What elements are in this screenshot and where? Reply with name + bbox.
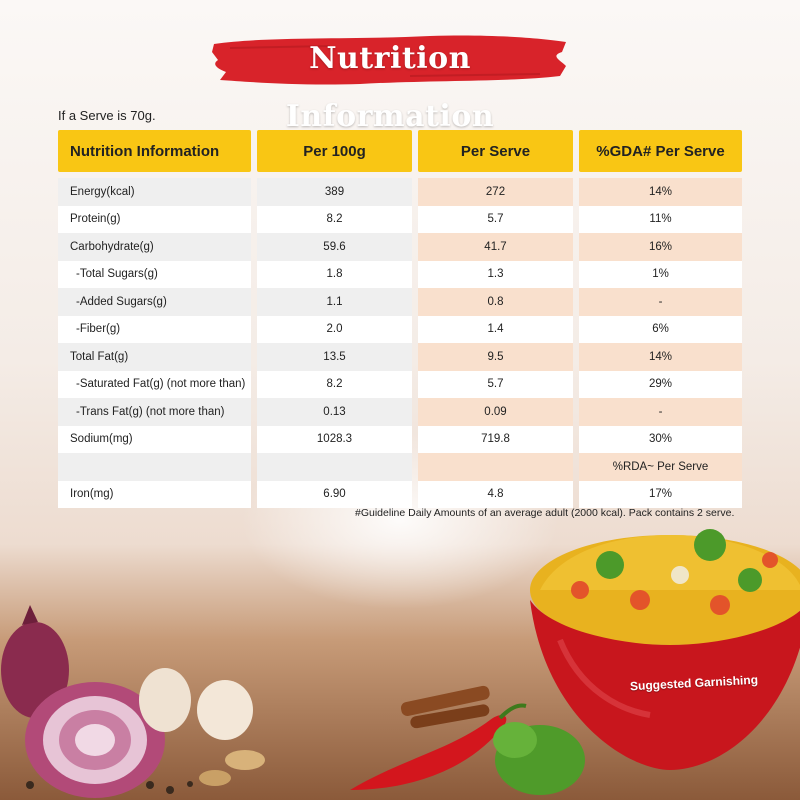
table-row: Total Fat(g) 13.5 9.5 14%	[58, 343, 748, 371]
red-onion-back	[1, 622, 69, 718]
table-row: Iron(mg) 6.90 4.8 17%	[58, 480, 748, 508]
chili-icon	[350, 715, 507, 790]
per-serve-value	[418, 453, 573, 481]
header-per-100g: Per 100g	[257, 130, 412, 172]
per-serve-value: 9.5	[418, 343, 573, 371]
gda-value: %RDA~ Per Serve	[579, 453, 742, 481]
header-nutrition: Nutrition Information	[58, 130, 251, 172]
footnote: #Guideline Daily Amounts of an average a…	[355, 507, 735, 519]
gda-value: 29%	[579, 370, 742, 398]
nutrient-name: Sodium(mg)	[58, 425, 251, 453]
per-100g-value: 0.13	[257, 398, 412, 426]
nutrient-name: -Added Sugars(g)	[58, 288, 251, 316]
per-100g-value: 59.6	[257, 233, 412, 261]
per-serve-value: 0.8	[418, 288, 573, 316]
per-serve-value: 1.4	[418, 315, 573, 343]
nutrition-table: Nutrition Information Per 100g Per Serve…	[58, 130, 748, 508]
per-serve-value: 5.7	[418, 370, 573, 398]
per-serve-value: 5.7	[418, 205, 573, 233]
nutrient-name: -Saturated Fat(g) (not more than)	[58, 370, 251, 398]
gda-value: 14%	[579, 178, 742, 206]
nutrient-name: -Trans Fat(g) (not more than)	[58, 398, 251, 426]
garlic-icon	[139, 668, 191, 732]
table-row: Sodium(mg) 1028.3 719.8 30%	[58, 425, 748, 453]
per-100g-value: 389	[257, 178, 412, 206]
title-banner: Nutrition Information	[210, 30, 570, 134]
per-100g-value: 1028.3	[257, 425, 412, 453]
per-100g-value: 8.2	[257, 370, 412, 398]
gda-value: 1%	[579, 260, 742, 288]
nutrient-name: -Total Sugars(g)	[58, 260, 251, 288]
per-serve-value: 4.8	[418, 480, 573, 508]
per-serve-value: 0.09	[418, 398, 573, 426]
nutrient-name: Iron(mg)	[58, 480, 251, 508]
gda-value: -	[579, 288, 742, 316]
header-per-serve: Per Serve	[418, 130, 573, 172]
page-title: Nutrition Information	[285, 41, 495, 134]
gda-value: 17%	[579, 480, 742, 508]
noodle-bowl-illustration	[530, 529, 800, 770]
gda-value: -	[579, 398, 742, 426]
table-row: -Total Sugars(g) 1.8 1.3 1%	[58, 260, 748, 288]
per-serve-value: 41.7	[418, 233, 573, 261]
nutrient-name: Carbohydrate(g)	[58, 233, 251, 261]
per-serve-value: 272	[418, 178, 573, 206]
nutrient-name: -Fiber(g)	[58, 315, 251, 343]
table-row: -Saturated Fat(g) (not more than) 8.2 5.7 2…	[58, 370, 748, 398]
brush-stroke	[212, 35, 566, 85]
table-row: %RDA~ Per Serve	[58, 453, 748, 481]
chili-cinnamon-illustration	[350, 685, 585, 795]
per-100g-value: 2.0	[257, 315, 412, 343]
nutrient-name	[58, 453, 251, 481]
per-serve-value: 1.3	[418, 260, 573, 288]
vegetables-illustration	[1, 605, 265, 798]
table-body: Energy(kcal) 389 272 14% Protein(g) 8.2 5.7 11%…	[58, 178, 748, 508]
table-row: Energy(kcal) 389 272 14%	[58, 178, 748, 206]
per-100g-value: 6.90	[257, 480, 412, 508]
per-serve-value: 719.8	[418, 425, 573, 453]
ginger-icon	[225, 750, 265, 770]
gda-value: 11%	[579, 205, 742, 233]
per-100g-value: 8.2	[257, 205, 412, 233]
nutrient-name: Total Fat(g)	[58, 343, 251, 371]
serve-note: If a Serve is 70g.	[58, 108, 156, 123]
gda-value: 14%	[579, 343, 742, 371]
gda-value: 6%	[579, 315, 742, 343]
table-row: -Trans Fat(g) (not more than) 0.13 0.09-	[58, 398, 748, 426]
nutrient-name: Energy(kcal)	[58, 178, 251, 206]
table-row: Protein(g) 8.2 5.7 11%	[58, 205, 748, 233]
per-100g-value: 1.8	[257, 260, 412, 288]
per-100g-value: 13.5	[257, 343, 412, 371]
table-row: -Fiber(g) 2.0 1.4 6%	[58, 315, 748, 343]
table-header: Nutrition Information Per 100g Per Serve…	[58, 130, 748, 172]
header-gda: %GDA# Per Serve	[579, 130, 742, 172]
gda-value: 30%	[579, 425, 742, 453]
table-row: -Added Sugars(g) 1.1 0.8-	[58, 288, 748, 316]
per-100g-value: 1.1	[257, 288, 412, 316]
per-100g-value	[257, 453, 412, 481]
gda-value: 16%	[579, 233, 742, 261]
cinnamon-icon	[400, 685, 490, 717]
nutrient-name: Protein(g)	[58, 205, 251, 233]
table-row: Carbohydrate(g) 59.6 41.7 16%	[58, 233, 748, 261]
